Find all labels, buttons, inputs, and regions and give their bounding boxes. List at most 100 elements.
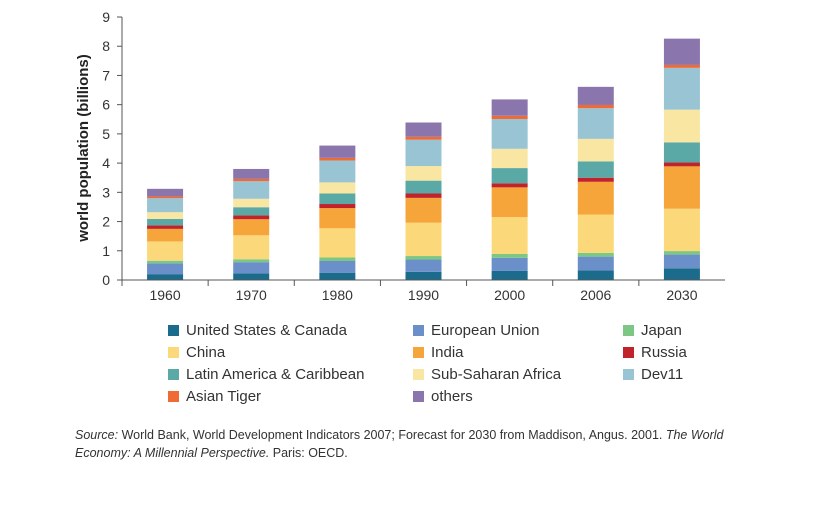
legend-item: Russia xyxy=(623,344,687,361)
legend-swatch xyxy=(623,325,634,336)
bar-segment xyxy=(405,193,442,198)
bar-segment xyxy=(663,208,700,252)
y-tick-label: 7 xyxy=(102,67,110,83)
bar-segment xyxy=(233,215,270,220)
bar-segment xyxy=(405,271,442,280)
legend-label: China xyxy=(186,344,226,361)
x-tick-label: 2000 xyxy=(494,287,525,303)
bar-segment xyxy=(147,260,184,264)
bar-segment xyxy=(319,272,356,280)
bar-segment xyxy=(663,38,700,65)
legend-swatch xyxy=(413,369,424,380)
bar-segment xyxy=(663,166,700,209)
bar-segment xyxy=(147,198,184,213)
bar-segment xyxy=(663,268,700,280)
bar-segment xyxy=(233,262,270,274)
bar-segment xyxy=(491,99,528,116)
bar-segment xyxy=(663,162,700,167)
bar-segment xyxy=(147,225,184,229)
bar-segment xyxy=(491,118,528,149)
legend-label: Asian Tiger xyxy=(186,388,262,405)
bar-segment xyxy=(663,142,700,163)
bar-segment xyxy=(491,270,528,280)
legend-item: Latin America & Caribbean xyxy=(168,366,364,383)
legend-swatch xyxy=(168,325,179,336)
legend-item: Japan xyxy=(623,322,682,339)
bar-segment xyxy=(405,166,442,181)
bar-segment xyxy=(233,235,270,260)
legend-swatch xyxy=(623,347,634,358)
bar-segment xyxy=(405,256,442,260)
legend-label: United States & Canada xyxy=(186,322,347,339)
y-tick-label: 0 xyxy=(102,272,110,288)
bar-segment xyxy=(491,115,528,119)
legend-swatch xyxy=(623,369,634,380)
bar-segment xyxy=(319,261,356,273)
bar-segment xyxy=(147,228,184,242)
bar-segment xyxy=(577,108,614,139)
bar-segment xyxy=(147,274,184,280)
legend-item: United States & Canada xyxy=(168,322,347,339)
legend-label: Russia xyxy=(641,344,687,361)
legend-label: Sub-Saharan Africa xyxy=(431,366,562,383)
legend-item: Dev11 xyxy=(623,366,683,383)
bar-segment xyxy=(233,198,270,208)
source-text-2: Paris: OECD. xyxy=(269,446,348,460)
bar-segment xyxy=(319,193,356,205)
legend-item: China xyxy=(168,344,225,361)
bar-segment xyxy=(577,256,614,271)
ticks-layer: 0 1 2 3 4 5 6 7 8 9 1960 1970 1980 1990 2000 2006 2030 xyxy=(102,9,698,303)
bar-segment xyxy=(663,67,700,110)
x-tick-label: 1980 xyxy=(322,287,353,303)
bar-segment xyxy=(663,64,700,68)
source-note: Source: World Bank, World Development In… xyxy=(75,426,775,462)
bar-segment xyxy=(233,273,270,280)
legend-item: European Union xyxy=(413,322,539,339)
y-tick-label: 5 xyxy=(102,126,110,142)
bar-segment xyxy=(491,168,528,184)
bar-segment xyxy=(405,222,442,257)
bar-segment xyxy=(147,263,184,275)
bar-segment xyxy=(491,148,528,169)
bar-segment xyxy=(577,181,614,215)
x-tick-label: 1960 xyxy=(149,287,180,303)
source-book-title: The World Economy: A Millennial Perspect… xyxy=(75,428,724,460)
bar-segment xyxy=(405,197,442,223)
legend-item: Asian Tiger xyxy=(168,388,261,405)
bar-segment xyxy=(319,208,356,229)
x-tick-label: 2006 xyxy=(580,287,611,303)
bar-segment xyxy=(319,145,356,158)
y-tick-label: 2 xyxy=(102,214,110,230)
bar-segment xyxy=(233,219,270,236)
x-tick-label: 1970 xyxy=(236,287,267,303)
y-tick-label: 9 xyxy=(102,9,110,25)
legend-label: European Union xyxy=(431,322,540,339)
bar-segment xyxy=(319,160,356,183)
bar-segment xyxy=(147,212,184,219)
bar-segment xyxy=(577,161,614,178)
bar-segment xyxy=(577,270,614,280)
bar-segment xyxy=(319,157,356,161)
bar-segment xyxy=(405,259,442,272)
y-tick-label: 3 xyxy=(102,184,110,200)
bars-layer xyxy=(147,38,700,280)
bar-segment xyxy=(405,180,442,194)
bar-segment xyxy=(577,104,614,109)
bar-segment xyxy=(577,138,614,162)
bar-segment xyxy=(147,196,184,199)
bar-segment xyxy=(577,86,614,105)
bar-segment xyxy=(319,204,356,209)
y-tick-label: 1 xyxy=(102,243,110,259)
bar-segment xyxy=(233,259,270,263)
bar-segment xyxy=(577,214,614,253)
bar-segment xyxy=(319,182,356,194)
bar-segment xyxy=(147,188,184,197)
legend-label: others xyxy=(431,388,473,405)
legend-label: Dev11 xyxy=(641,366,684,383)
bar-segment xyxy=(491,183,528,188)
legend-swatch xyxy=(413,391,424,402)
legend-item: others xyxy=(413,388,473,405)
bar-segment xyxy=(233,168,270,179)
bar-segment xyxy=(405,122,442,137)
stacked-bar-chart: 0 1 2 3 4 5 6 7 8 9 1960 1970 1980 1990 2000 2006 2030 w… xyxy=(75,9,725,303)
